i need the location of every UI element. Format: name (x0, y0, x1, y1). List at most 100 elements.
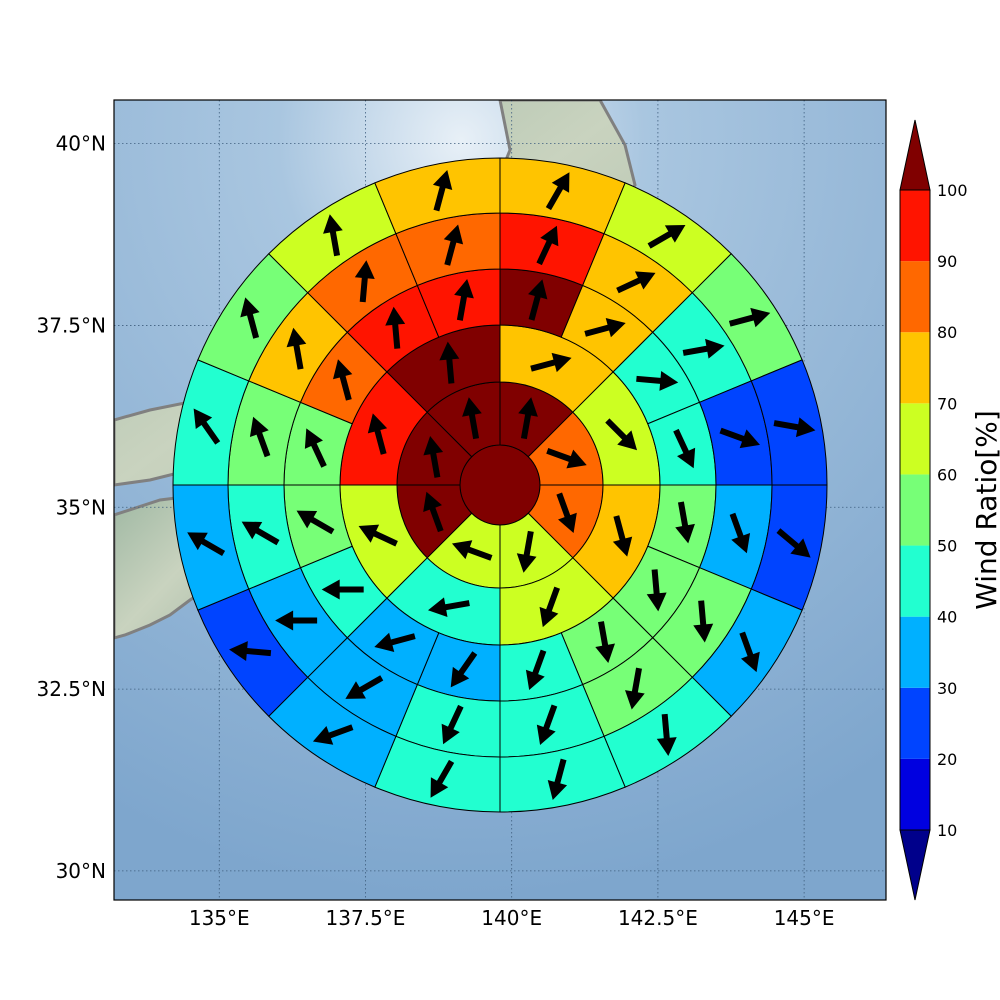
wind-arrow (451, 540, 493, 561)
wind-arrow (776, 528, 811, 558)
colorbar-frame (899, 189, 931, 831)
wind-arrow (345, 675, 384, 699)
wind-arrow (536, 225, 559, 266)
wind-arrow (616, 271, 656, 294)
y-tick-label: 30°N (56, 859, 106, 883)
wind-arrow (423, 491, 444, 533)
wind-arrow (656, 713, 677, 756)
wind-arrow (530, 352, 572, 373)
wind-arrow (275, 610, 318, 631)
wind-arrow (682, 338, 725, 359)
colorbar-segment (900, 687, 930, 759)
wind-arrow (625, 667, 645, 710)
y-tick-label: 32.5°N (37, 677, 107, 701)
y-tick-label: 40°N (56, 132, 106, 156)
wind-arrow (584, 317, 626, 338)
wind-arrow (430, 759, 455, 798)
wind-arrow (528, 279, 548, 321)
wind-arrow (729, 512, 751, 554)
wind-arrow (647, 224, 686, 249)
colorbar-under-triangle (899, 829, 931, 901)
wind-arrow (450, 651, 478, 688)
wind-arrow (773, 417, 816, 438)
wind-arrow (556, 492, 577, 534)
x-tick-label: 142.5°E (618, 906, 698, 930)
colorbar-tick-label: 20 (937, 750, 957, 769)
wind-arrow (286, 327, 307, 370)
colorbar-tick-label: 70 (937, 394, 957, 413)
wind-arrow (462, 397, 482, 440)
colorbar-tick-label: 10 (937, 821, 957, 840)
colorbar-segment (900, 403, 930, 475)
axes-frame (113, 99, 887, 901)
x-tick-label: 145°E (774, 906, 835, 930)
wind-arrow (332, 359, 353, 401)
y-tick-label: 35°N (56, 495, 106, 519)
wind-arrow (249, 416, 271, 458)
colorbar-tick-label: 90 (937, 252, 957, 271)
wind-arrow (518, 397, 538, 440)
y-axis-ticks: 40°N 37.5°N 35°N 32.5°N 30°N (37, 132, 107, 883)
wind-arrow (536, 704, 558, 745)
wind-arrow (728, 307, 771, 328)
wind-arrow (439, 341, 460, 384)
wind-arrow (719, 427, 760, 449)
x-tick-label: 137.5°E (326, 906, 406, 930)
colorbar-tick-label: 60 (937, 465, 957, 484)
wind-arrow (673, 428, 696, 469)
colorbar-segment (900, 190, 930, 262)
colorbar: 10 20 30 40 50 60 70 80 90 100 Wind Ratio[%] (899, 119, 1000, 901)
colorbar-tick-label: 30 (937, 679, 957, 698)
wind-arrow (539, 586, 560, 628)
wind-arrow (636, 370, 679, 391)
colorbar-segment (900, 332, 930, 404)
colorbar-tick-label: 80 (937, 323, 957, 342)
colorbar-segment (900, 758, 930, 830)
wind-arrow (432, 170, 453, 212)
wind-arrow (546, 447, 587, 469)
y-tick-label: 37.5°N (37, 313, 107, 337)
map-axes (113, 99, 887, 901)
wind-arrow (605, 418, 638, 451)
colorbar-tick-label: 100 (937, 181, 968, 200)
wind-arrow (675, 501, 695, 544)
wind-arrow (646, 569, 667, 612)
wind-arrow (516, 530, 537, 573)
wind-arrow (547, 758, 568, 800)
wind-arrow (441, 704, 464, 745)
wind-arrow (367, 413, 388, 455)
wind-arrow (443, 224, 464, 266)
wind-arrow (229, 641, 272, 662)
wind-arrow (241, 521, 280, 546)
wind-arrows (187, 170, 816, 800)
wind-arrow (693, 600, 714, 643)
wind-arrow (612, 515, 633, 557)
wind-arrow (739, 631, 760, 673)
colorbar-segment (900, 616, 930, 688)
x-tick-label: 140°E (481, 906, 542, 930)
wind-arrow (240, 297, 260, 339)
wind-arrow (595, 621, 615, 663)
colorbar-segment (900, 474, 930, 546)
colorbar-segments (899, 119, 931, 901)
wind-arrow (358, 524, 398, 547)
wind-arrow (354, 260, 375, 303)
wind-arrow (304, 428, 327, 468)
wind-arrow (454, 278, 474, 321)
wind-arrow (323, 214, 343, 257)
wind-arrow (545, 172, 570, 211)
wind-arrow (321, 579, 364, 600)
wind-arrow (525, 649, 547, 691)
colorbar-label: Wind Ratio[%] (970, 410, 1000, 610)
wind-arrow (193, 408, 221, 445)
wind-arrow (187, 532, 226, 557)
colorbar-segment (900, 261, 930, 333)
wind-arrow (312, 724, 354, 745)
x-tick-label: 135°E (189, 906, 250, 930)
wind-arrow (374, 632, 416, 653)
colorbar-ticks: 10 20 30 40 50 60 70 80 90 100 (937, 181, 968, 840)
wind-arrow (296, 510, 335, 535)
colorbar-segment (900, 545, 930, 617)
colorbar-tick-label: 50 (937, 537, 957, 556)
